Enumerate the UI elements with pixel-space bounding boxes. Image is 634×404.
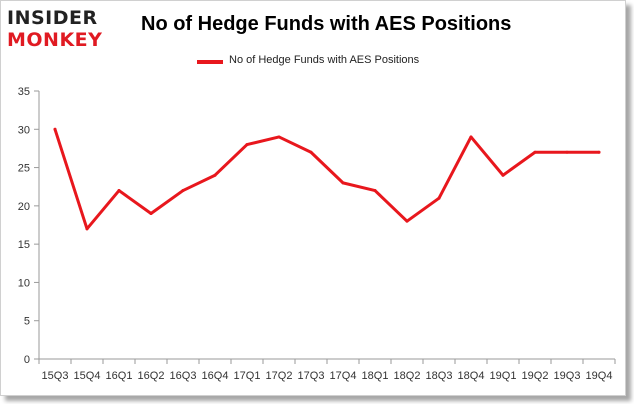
x-tick-label: 16Q3	[170, 370, 197, 382]
x-tick-label: 18Q1	[362, 370, 389, 382]
data-point	[469, 135, 473, 139]
x-tick-label: 17Q2	[266, 370, 293, 382]
data-point	[437, 196, 441, 200]
data-point	[373, 189, 377, 193]
x-tick-label: 19Q2	[522, 370, 549, 382]
y-tick-label: 25	[18, 163, 30, 175]
line-chart: 0 5 10 15 20 25 30 35 15Q3 15Q4 16Q1 16Q2 16Q3 16Q4 17…	[18, 86, 616, 382]
y-tick-label: 30	[18, 124, 30, 136]
logo-text-monkey: MONKEY	[7, 29, 103, 51]
x-tick-label: 19Q4	[586, 370, 613, 382]
data-point	[501, 173, 505, 177]
series-line-layer	[53, 127, 601, 231]
data-point	[309, 150, 313, 154]
y-tick-label: 15	[18, 239, 30, 251]
x-tick-label: 17Q4	[330, 370, 357, 382]
legend-label: No of Hedge Funds with AES Positions	[229, 54, 420, 66]
data-point	[117, 189, 121, 193]
data-point	[53, 127, 57, 131]
chart-title: No of Hedge Funds with AES Positions	[141, 13, 512, 35]
data-point	[245, 143, 249, 147]
x-tick-label: 19Q1	[490, 370, 517, 382]
y-tick-label: 10	[18, 277, 30, 289]
insider-monkey-logo: INSIDER MONKEY	[7, 7, 119, 55]
x-tick-label: 15Q4	[74, 370, 101, 382]
x-tick-label: 19Q3	[554, 370, 581, 382]
x-tick-label: 16Q2	[138, 370, 165, 382]
axes: 0 5 10 15 20 25 30 35 15Q3 15Q4 16Q1 16Q2 16Q3 16Q4 17…	[18, 86, 616, 382]
x-tick-label: 15Q3	[42, 370, 69, 382]
x-tick-label: 18Q2	[394, 370, 421, 382]
x-tick-label: 16Q1	[106, 370, 133, 382]
y-tick-label: 35	[18, 86, 30, 98]
data-point	[213, 173, 217, 177]
logo-text-insider: INSIDER	[7, 7, 98, 29]
data-point	[149, 212, 153, 216]
chart-frame: INSIDER MONKEY No of Hedge Funds with AE…	[0, 0, 626, 396]
legend-swatch	[197, 60, 223, 64]
x-tick-label: 17Q1	[234, 370, 261, 382]
x-tick-label: 17Q3	[298, 370, 325, 382]
x-tick-label: 18Q3	[426, 370, 453, 382]
data-point	[405, 219, 409, 223]
y-tick-label: 20	[18, 201, 30, 213]
data-point	[341, 181, 345, 185]
series-line	[53, 127, 601, 231]
y-tick-label: 0	[24, 354, 30, 366]
data-point	[277, 135, 281, 139]
data-point	[181, 189, 185, 193]
data-point	[565, 150, 569, 154]
data-point	[85, 227, 89, 231]
x-tick-label: 18Q4	[458, 370, 485, 382]
data-point	[533, 150, 537, 154]
data-point	[597, 150, 601, 154]
x-tick-label: 16Q4	[202, 370, 229, 382]
y-tick-label: 5	[24, 316, 30, 328]
